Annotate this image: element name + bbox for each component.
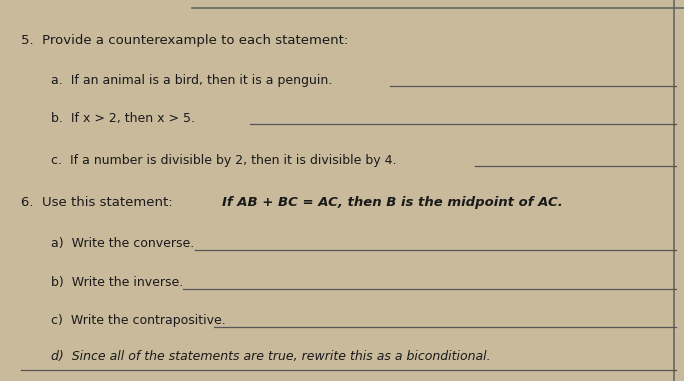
Text: b)  Write the inverse.: b) Write the inverse. xyxy=(51,276,183,289)
Text: c)  Write the contrapositive.: c) Write the contrapositive. xyxy=(51,314,226,327)
Text: d)  Since all of the statements are true, rewrite this as a biconditional.: d) Since all of the statements are true,… xyxy=(51,351,491,363)
Text: If AB + BC = AC, then B is the midpoint of AC.: If AB + BC = AC, then B is the midpoint … xyxy=(222,196,563,209)
Text: a.  If an animal is a bird, then it is a penguin.: a. If an animal is a bird, then it is a … xyxy=(51,74,332,86)
Text: b.  If x > 2, then x > 5.: b. If x > 2, then x > 5. xyxy=(51,112,196,125)
Text: a)  Write the converse.: a) Write the converse. xyxy=(51,237,194,250)
Text: 5.  Provide a counterexample to each statement:: 5. Provide a counterexample to each stat… xyxy=(21,34,347,46)
Text: 6.  Use this statement:: 6. Use this statement: xyxy=(21,196,172,209)
Text: c.  If a number is divisible by 2, then it is divisible by 4.: c. If a number is divisible by 2, then i… xyxy=(51,154,397,166)
